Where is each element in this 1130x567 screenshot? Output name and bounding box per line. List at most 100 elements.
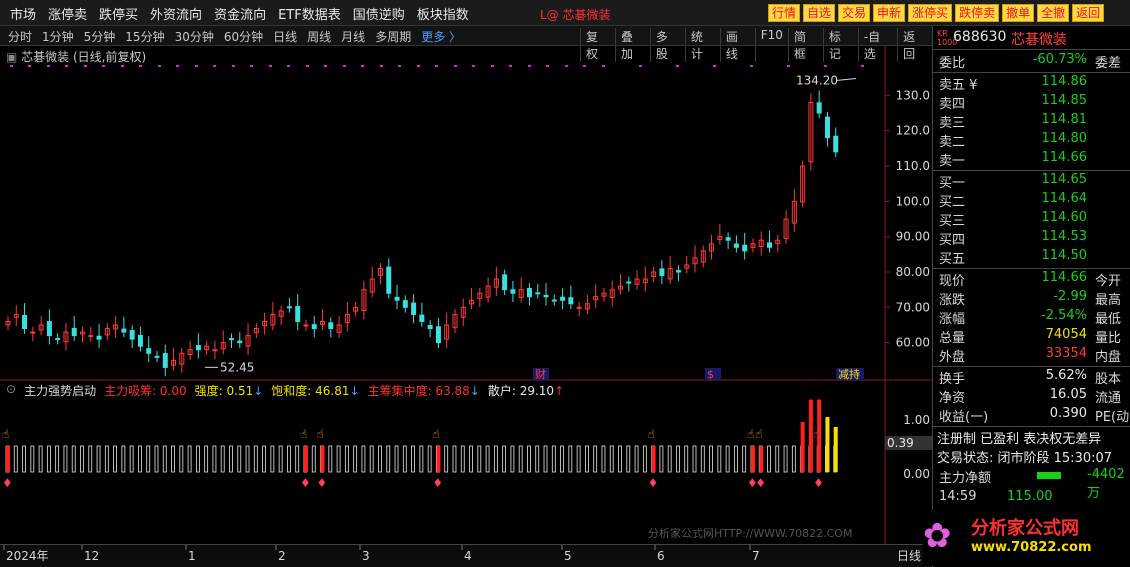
stock-name: 芯碁微装: [1011, 32, 1067, 48]
site-logo: ✿ 分析家公式网 www.70822.com: [923, 510, 1130, 566]
menu-item[interactable]: ETF数据表: [278, 8, 341, 23]
indicator-bar: [361, 445, 366, 473]
indicator-bar: [13, 445, 18, 473]
hand-icon: ☝: [317, 427, 324, 441]
indicator-bar: [179, 445, 184, 473]
period-tab[interactable]: 分时: [8, 30, 33, 44]
indicator-collapse-icon[interactable]: ⊙: [6, 382, 17, 396]
indicator-bar: [560, 445, 564, 473]
candle-body: [692, 257, 698, 265]
menu-item[interactable]: 板块指数: [416, 8, 469, 23]
collapse-icon[interactable]: ▣: [6, 50, 22, 64]
tool-button[interactable]: 叠加: [614, 28, 650, 62]
quick-button[interactable]: 跌停卖: [955, 4, 1000, 22]
row-label: 净资: [939, 391, 966, 406]
menu-item[interactable]: 涨停卖: [48, 8, 88, 23]
indicator-bar: [477, 445, 482, 473]
svg-text:0.39: 0.39: [887, 436, 914, 450]
menu-item[interactable]: 市场: [10, 8, 37, 23]
event-tag[interactable]: 财: [533, 367, 549, 381]
quick-button[interactable]: 行情: [768, 4, 801, 22]
event-tag[interactable]: $: [705, 368, 721, 381]
quote-row: 换手 5.62% 股本: [937, 368, 1127, 387]
menu-item[interactable]: 外资流向: [150, 8, 203, 23]
row-right-label: 最低: [1095, 312, 1122, 327]
indicator-bar: [46, 445, 51, 473]
tool-button[interactable]: 多股: [649, 28, 685, 62]
tool-button[interactable]: -自选: [857, 28, 897, 62]
quick-button[interactable]: 自选: [803, 4, 836, 22]
quick-button[interactable]: 返回: [1072, 4, 1105, 22]
kline-chart[interactable]: 130.0 120.0 110.0 100.0 90.00 80.00 70.00 60.00…: [0, 46, 932, 544]
quote-panel: KR 1000 688630 芯碁微装 委比 -60.73% 委差 卖五 ¥ 114.86 卖四…: [923, 26, 1130, 567]
menu-item[interactable]: 资金流向: [214, 8, 267, 23]
candle-body: [642, 278, 648, 284]
menu-item[interactable]: 跌停买: [99, 8, 139, 23]
candle-body: [353, 306, 359, 312]
period-tab[interactable]: 月线: [341, 30, 366, 44]
signal-dot: [324, 65, 327, 67]
tool-button[interactable]: 返回: [897, 28, 932, 62]
tool-button[interactable]: 画线: [719, 28, 755, 62]
tool-button[interactable]: 复权: [580, 28, 615, 62]
candle-body: [113, 324, 119, 330]
diamond-icon: ♦: [813, 476, 824, 490]
indicator-name: 主力强势启动: [24, 384, 97, 398]
tool-button[interactable]: 统计: [684, 28, 720, 62]
candle-body: [800, 165, 806, 203]
candle-body: [824, 116, 830, 139]
period-tab[interactable]: 1分钟: [42, 30, 74, 44]
indicator-bar: [717, 445, 722, 473]
candle-body: [121, 328, 127, 333]
candle-body: [5, 320, 11, 326]
indicator-bar: [287, 445, 291, 473]
row-value: 114.66: [1041, 150, 1088, 165]
indicator-bar: [659, 445, 664, 473]
period-tab[interactable]: 日线: [273, 30, 298, 44]
period-tab[interactable]: 周线: [307, 30, 332, 44]
period-tab[interactable]: 多周期: [375, 30, 412, 44]
quote-row: 买三 114.60: [937, 210, 1127, 229]
candle-body: [361, 289, 367, 312]
candle-body: [245, 335, 251, 347]
candle-body: [96, 335, 102, 340]
row-right-label: 量比: [1095, 331, 1122, 346]
indicator-bar: [369, 445, 374, 473]
signal-dot: [454, 65, 457, 67]
y-tick-label: 90.00: [896, 230, 930, 244]
period-tab[interactable]: 60分钟: [223, 30, 264, 44]
high-annotation: 134.20: [796, 73, 838, 87]
quick-button[interactable]: 撤单: [1002, 4, 1035, 22]
indicator-bar: [411, 445, 415, 473]
indicator-value: 主筹集中度: 63.88↓: [367, 384, 480, 398]
chart-area[interactable]: 130.0 120.0 110.0 100.0 90.00 80.00 70.00 60.00…: [0, 46, 932, 544]
row-right-label: 今开: [1095, 274, 1122, 289]
diamond-icon: ♦: [747, 476, 758, 490]
more-periods-button[interactable]: 更多 〉: [421, 30, 462, 44]
indicator-bar: [568, 445, 573, 473]
indicator-bar: [444, 445, 449, 473]
quick-button[interactable]: 交易: [838, 4, 871, 22]
tool-button[interactable]: 标记: [822, 28, 858, 62]
quick-button[interactable]: 全撤: [1037, 4, 1070, 22]
indicator-header: ⊙ 主力强势启动 主力吸筹: 0.00 强度: 0.51↓ 饱和度: 46.81↓ 主筹集…: [6, 382, 564, 399]
quick-button[interactable]: 申新: [873, 4, 906, 22]
indicator-bar: [427, 445, 432, 473]
candle-body: [394, 296, 400, 301]
tool-button[interactable]: 简框: [787, 28, 823, 62]
candle-body: [328, 322, 334, 330]
menu-item[interactable]: 国债逆购: [352, 8, 405, 23]
tool-button[interactable]: F10: [754, 28, 788, 62]
event-tag[interactable]: 减持: [836, 367, 864, 381]
period-tab[interactable]: 5分钟: [83, 30, 116, 44]
period-tab[interactable]: 30分钟: [174, 30, 214, 44]
candle-body: [220, 342, 226, 350]
candle-body: [237, 340, 243, 344]
indicator-bar: [593, 445, 598, 473]
stock-header: KR 1000 688630 芯碁微装: [933, 26, 1130, 50]
indicator-bar: [104, 445, 109, 473]
period-tab[interactable]: 15分钟: [125, 30, 165, 44]
reg-info: 注册制 已盈利 表决权无差异: [937, 432, 1102, 447]
quick-button[interactable]: 涨停买: [908, 4, 953, 22]
row-value: 0.390: [1049, 406, 1087, 421]
